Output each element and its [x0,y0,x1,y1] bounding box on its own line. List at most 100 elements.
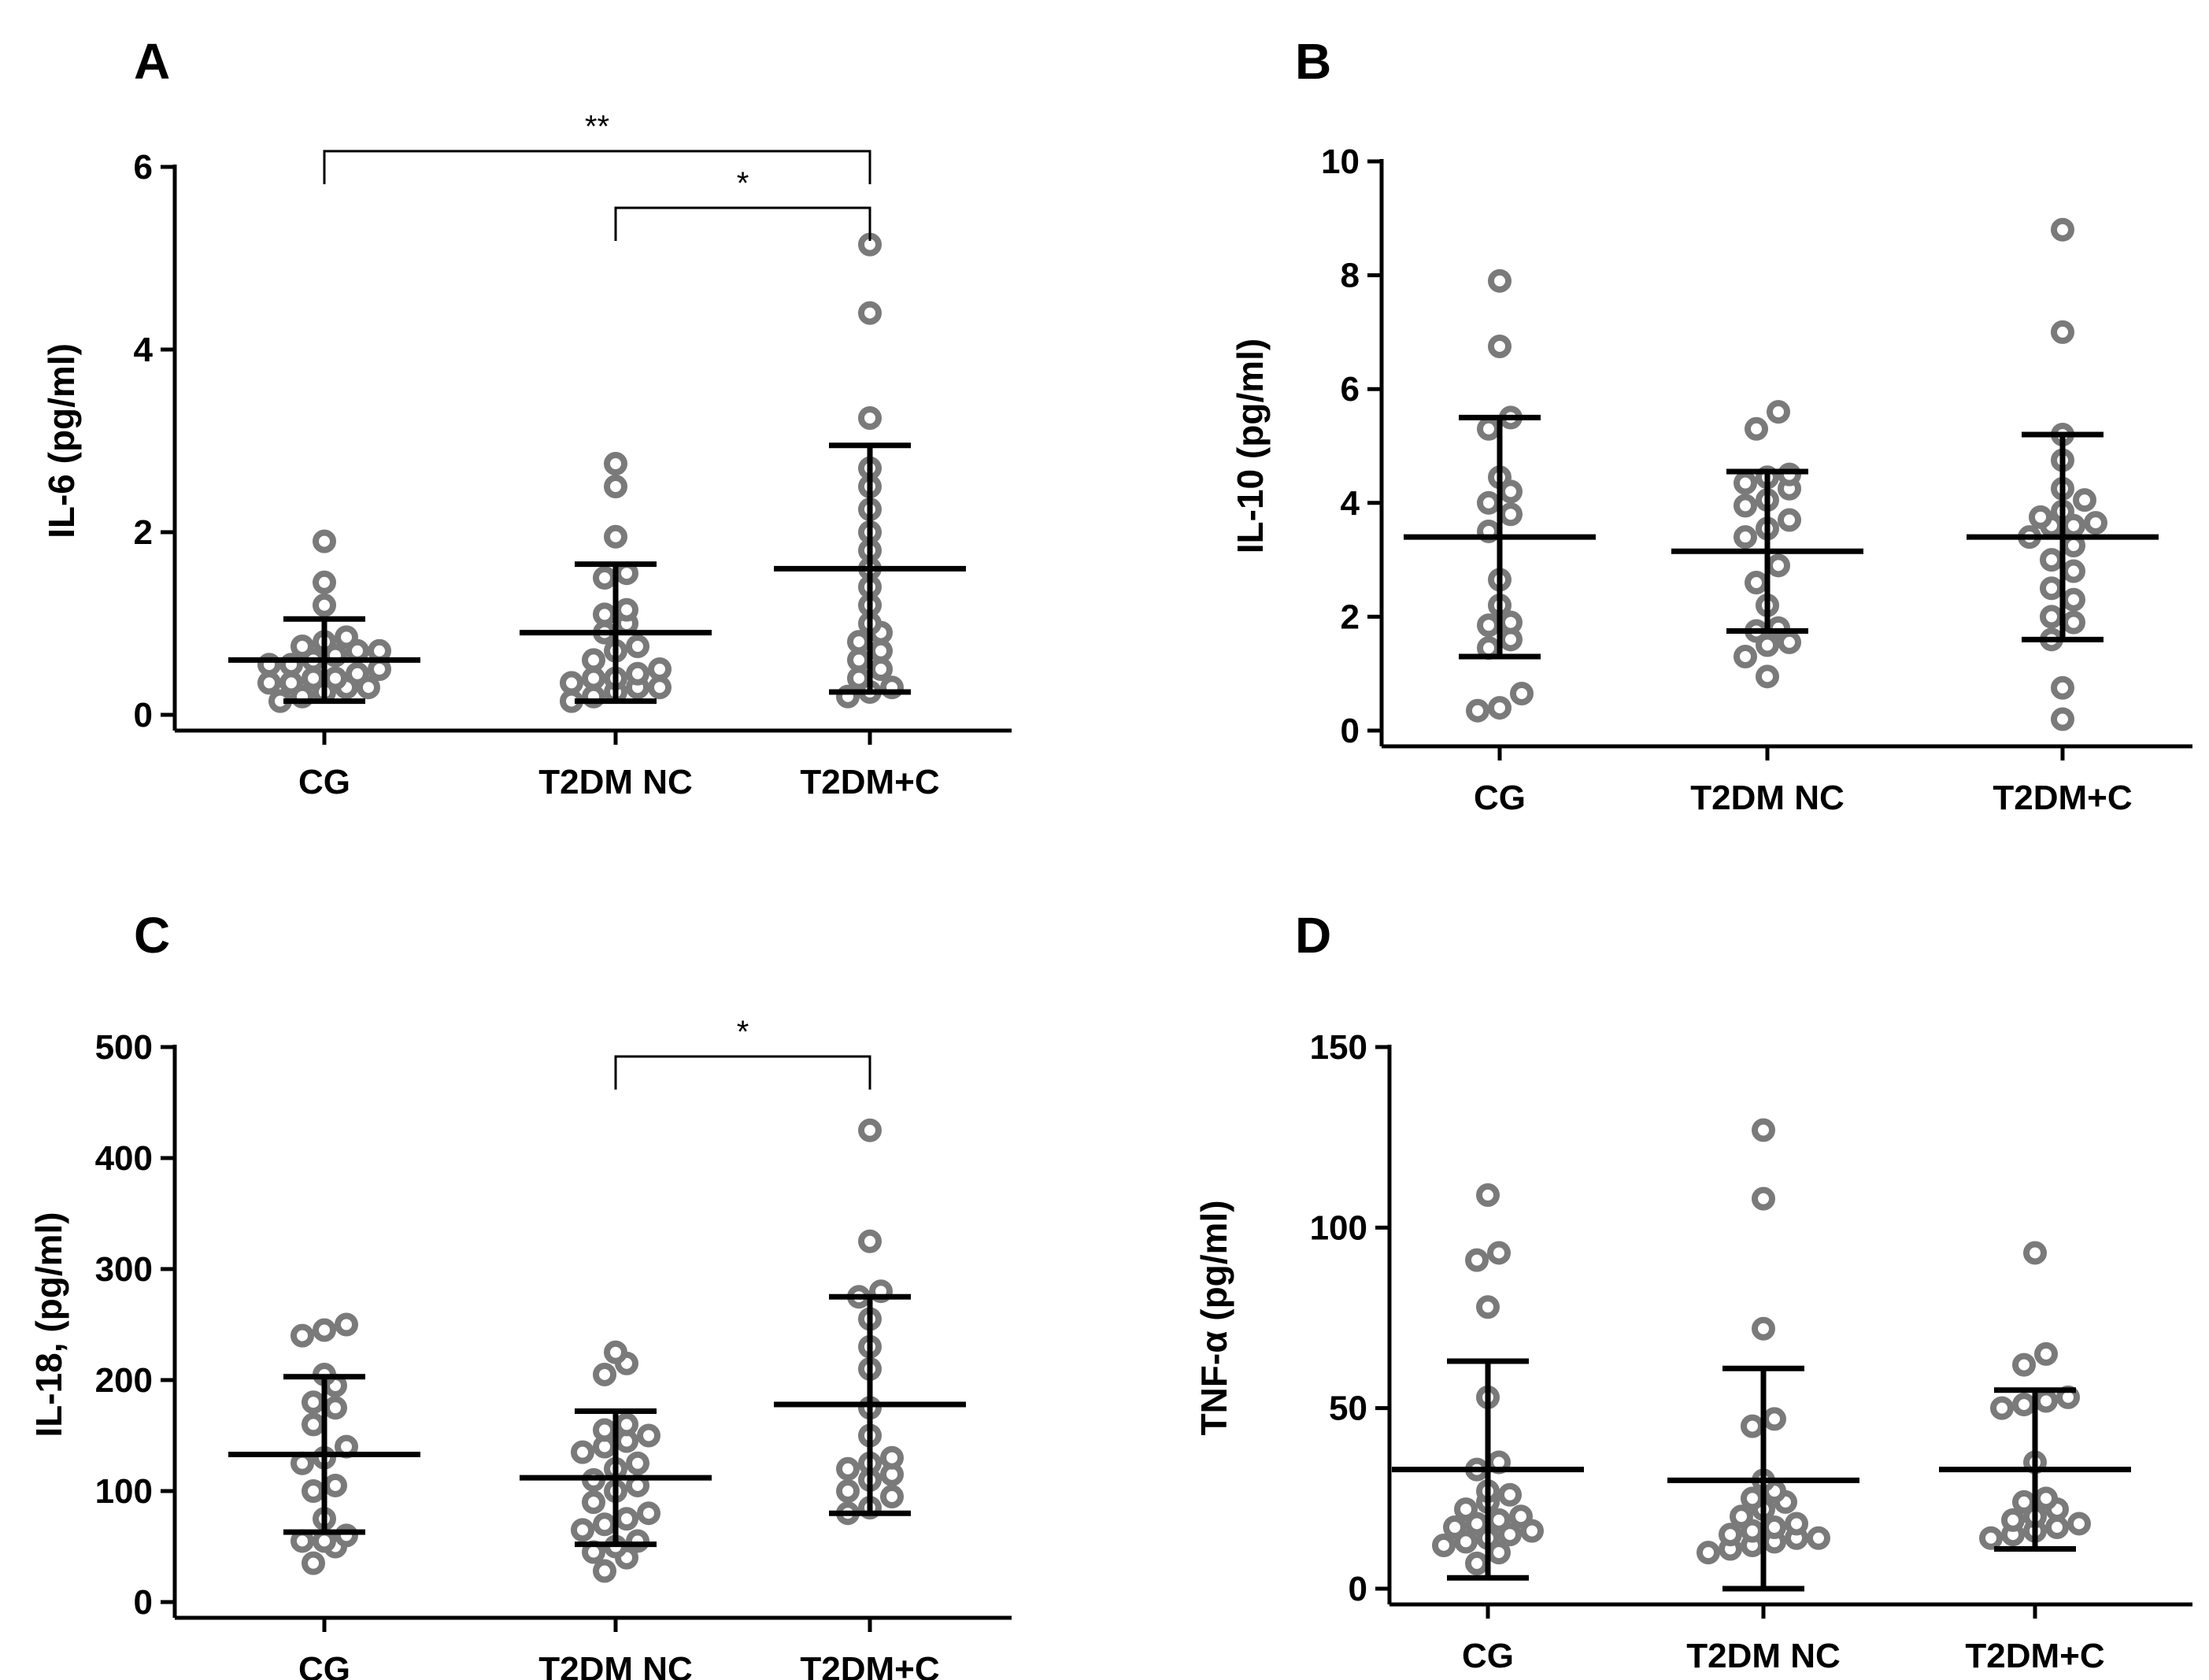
data-point [1443,1515,1467,1540]
y-tick-label: 150 [1310,1028,1367,1067]
data-point [571,1440,594,1464]
data-point [313,1529,336,1553]
data-point [2051,707,2074,731]
data-point [593,1512,616,1537]
data-point [1488,268,1512,293]
data-point [1767,400,1790,424]
data-point [1990,1396,2014,1420]
data-point [2023,1241,2047,1265]
y-tick-label: 100 [1310,1208,1367,1247]
data-point [1488,696,1512,720]
significance-marker: * [737,166,749,201]
data-point [847,630,871,654]
data-point [1454,1497,1478,1522]
data-point [2040,548,2063,572]
data-point [1785,1512,1808,1536]
panel-letter: B [1295,33,1331,90]
y-tick-label: 0 [1341,712,1360,750]
data-point [2073,488,2096,513]
data-point [1465,1551,1489,1575]
data-point [858,1118,882,1142]
category-label-t2dm-nc: T2DM NC [538,1650,693,1680]
data-point [1509,1504,1533,1529]
data-point [626,635,649,658]
data-point [324,1473,347,1497]
data-point [1498,1482,1522,1507]
data-point [1807,1526,1830,1550]
category-label-cg: CG [298,763,350,801]
panel-letter: D [1295,907,1331,964]
data-point [1454,1530,1478,1554]
data-point [858,406,882,430]
data-point [324,666,347,690]
y-axis-title: TNF-α (pg/ml) [1193,1200,1234,1435]
data-point [1745,571,1768,595]
data-point [637,1423,660,1448]
data-point [1499,502,1523,527]
data-point [346,661,369,686]
data-point [2034,1389,2058,1413]
data-point [1741,1486,1764,1511]
data-point [1510,682,1534,706]
data-point [279,671,303,695]
category-label-cg: CG [1462,1637,1514,1675]
category-label-t2dm-c: T2DM+C [800,1650,939,1680]
y-axis-title: IL-18, (pg/ml) [28,1212,69,1437]
data-point [302,1390,325,1415]
data-point [615,561,638,586]
data-point [2062,610,2085,635]
data-point [2001,1508,2025,1532]
data-point [582,648,605,672]
data-point [1752,1186,1775,1211]
data-point [593,602,616,627]
data-point [1763,1407,1786,1431]
data-point [1778,508,1801,532]
y-tick-label: 6 [134,148,153,187]
data-point [1752,1316,1775,1341]
data-point [290,1529,314,1553]
data-point [1734,525,1757,550]
data-point [1477,416,1500,441]
data-point [648,675,672,700]
category-label-t2dm-c: T2DM+C [1993,779,2132,817]
data-point [1432,1533,1456,1557]
data-point [615,1412,638,1437]
data-point [324,1396,347,1420]
data-point [1487,1508,1511,1532]
y-tick-label: 6 [1341,370,1360,409]
data-point [1498,1523,1522,1547]
data-point [2034,1341,2058,1366]
data-point [2051,320,2074,344]
data-point [2051,675,2074,700]
y-tick-label: 4 [1341,484,1360,523]
y-axis-title: IL-10 (pg/ml) [1230,339,1271,553]
data-point [2062,559,2085,583]
data-point [1477,490,1500,515]
data-point [1466,698,1489,723]
category-label-t2dm-nc: T2DM NC [1690,779,1845,817]
data-point [1520,1519,1544,1543]
data-point [2012,1489,2036,1514]
y-axis-title: IL-6 (pg/ml) [41,343,82,538]
data-point [1476,1295,1500,1319]
data-point [1756,633,1779,657]
category-label-t2dm-c: T2DM+C [800,763,939,801]
data-point [571,1518,594,1542]
panel-d: D 0 50 100 150 TNF-α (pg/ml) CG T2DM NC T2DM+C [1193,907,2192,1675]
data-point [593,566,616,590]
data-point [290,1451,314,1475]
data-point [1767,616,1790,640]
data-point [2067,1512,2091,1536]
data-point [368,657,391,681]
category-label-cg: CG [1474,779,1526,817]
data-point [1741,1414,1764,1438]
data-point [1752,1118,1775,1142]
data-point [1734,494,1757,518]
significance-bracket [614,206,871,241]
data-point [1476,1183,1500,1208]
y-tick-label: 200 [95,1361,153,1400]
data-point [1778,462,1801,487]
panel-b: B 0 2 4 6 8 10 IL-10 (pg/ml) CG T2DM NC T2DM+C [1230,33,2192,817]
